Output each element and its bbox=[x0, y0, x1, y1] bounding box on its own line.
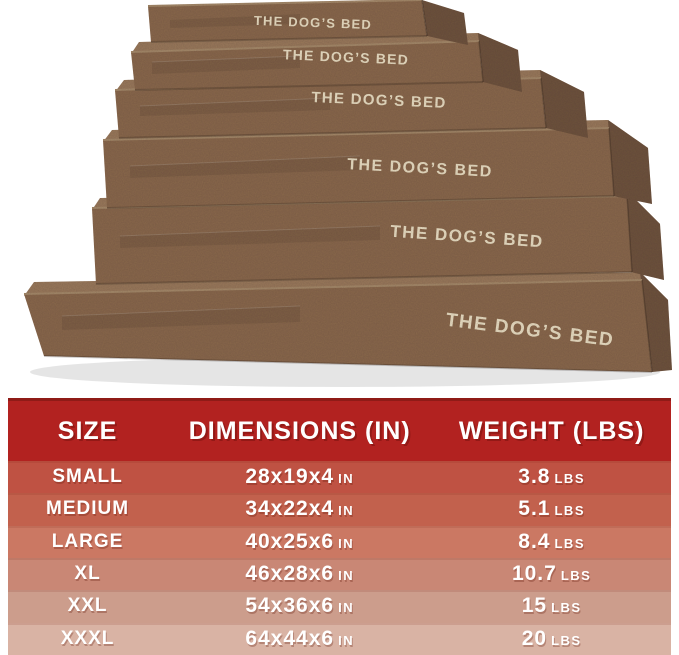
unit-label: IN bbox=[338, 471, 355, 487]
weight-value: 15 bbox=[521, 594, 548, 618]
bed-4-xl: THE DOG’S BED bbox=[102, 120, 652, 209]
bed-handle-seam bbox=[130, 156, 360, 178]
weight-value: 8.4 bbox=[518, 529, 551, 553]
col-header-dimensions: DIMENSIONS (IN) bbox=[188, 416, 411, 445]
bed-brand-label: THE DOG’S BED bbox=[311, 89, 447, 112]
dimensions-value: 28x19x4 bbox=[245, 465, 335, 489]
bed-6-xxxl: THE DOG’S BED bbox=[23, 272, 672, 373]
table-row-medium: MEDIUM 34x22x4 IN 5.1 LBS bbox=[8, 493, 671, 526]
bed-handle-seam bbox=[140, 98, 330, 116]
size-cell: SMALL bbox=[52, 466, 123, 488]
weight-cell: 8.4 LBS bbox=[432, 530, 671, 554]
weight-cell: 20 LBS bbox=[432, 627, 671, 651]
table-row-xl: XL 46x28x6 IN 10.7 LBS bbox=[8, 557, 671, 591]
dimensions-cell: 64x44x6 IN bbox=[167, 627, 432, 651]
col-header-weight: WEIGHT (LBS) bbox=[458, 416, 645, 445]
dimensions-cell: 28x19x4 IN bbox=[167, 465, 432, 489]
unit-label: LBS bbox=[560, 568, 592, 584]
dimensions-value: 64x44x6 bbox=[245, 626, 335, 650]
size-chart-table: SIZE DIMENSIONS (IN) WEIGHT (LBS) SMALL … bbox=[8, 398, 671, 655]
dimensions-value: 54x36x6 bbox=[245, 594, 335, 618]
unit-label: LBS bbox=[551, 632, 582, 648]
size-cell: LARGE bbox=[51, 530, 124, 552]
dimensions-cell: 34x22x4 IN bbox=[167, 497, 432, 521]
bed-brand-label: THE DOG’S BED bbox=[283, 46, 410, 67]
bed-handle-seam bbox=[170, 14, 300, 28]
weight-value: 3.8 bbox=[518, 465, 551, 489]
size-cell: XL bbox=[74, 563, 101, 585]
unit-label: LBS bbox=[551, 600, 582, 616]
unit-label: IN bbox=[338, 632, 355, 648]
table-header-row: SIZE DIMENSIONS (IN) WEIGHT (LBS) bbox=[8, 398, 671, 461]
unit-label: LBS bbox=[554, 535, 585, 551]
dimensions-value: 46x28x6 bbox=[245, 562, 335, 586]
dimensions-value: 34x22x4 bbox=[245, 497, 335, 521]
dimensions-cell: 46x28x6 IN bbox=[167, 562, 432, 586]
size-cell: XXL bbox=[67, 595, 108, 617]
weight-cell: 3.8 LBS bbox=[432, 465, 671, 489]
weight-cell: 10.7 LBS bbox=[432, 562, 671, 586]
weight-cell: 15 LBS bbox=[432, 594, 671, 618]
bed-2-medium: THE DOG’S BED bbox=[130, 33, 522, 92]
bed-brand-label: THE DOG’S BED bbox=[254, 13, 373, 32]
bed-stack-photo: THE DOG’S BED THE DOG’S BED bbox=[23, 0, 672, 387]
size-cell: XXXL bbox=[60, 627, 115, 649]
unit-label: IN bbox=[338, 535, 355, 551]
size-cell: MEDIUM bbox=[46, 498, 130, 520]
unit-label: IN bbox=[338, 600, 355, 616]
unit-label: IN bbox=[338, 503, 355, 519]
table-row-large: LARGE 40x25x6 IN 8.4 LBS bbox=[8, 525, 671, 558]
table-row-small: SMALL 28x19x4 IN 3.8 LBS bbox=[8, 461, 671, 494]
unit-label: IN bbox=[338, 568, 355, 584]
unit-label: LBS bbox=[554, 503, 585, 519]
weight-value: 10.7 bbox=[511, 562, 557, 586]
bed-1-small: THE DOG’S BED bbox=[147, 0, 468, 45]
bed-handle-seam bbox=[62, 306, 300, 330]
dimensions-value: 40x25x6 bbox=[245, 529, 335, 553]
weight-value: 20 bbox=[521, 626, 548, 650]
weight-cell: 5.1 LBS bbox=[432, 497, 671, 521]
dimensions-cell: 54x36x6 IN bbox=[167, 594, 432, 618]
table-row-xxl: XXL 54x36x6 IN 15 LBS bbox=[8, 590, 671, 623]
table-row-xxxl: XXXL 64x44x6 IN 20 LBS bbox=[8, 622, 671, 655]
col-header-size: SIZE bbox=[57, 416, 118, 445]
dimensions-cell: 40x25x6 IN bbox=[167, 530, 432, 554]
unit-label: LBS bbox=[554, 471, 585, 487]
weight-value: 5.1 bbox=[518, 497, 551, 521]
bed-handle-seam bbox=[120, 226, 380, 248]
